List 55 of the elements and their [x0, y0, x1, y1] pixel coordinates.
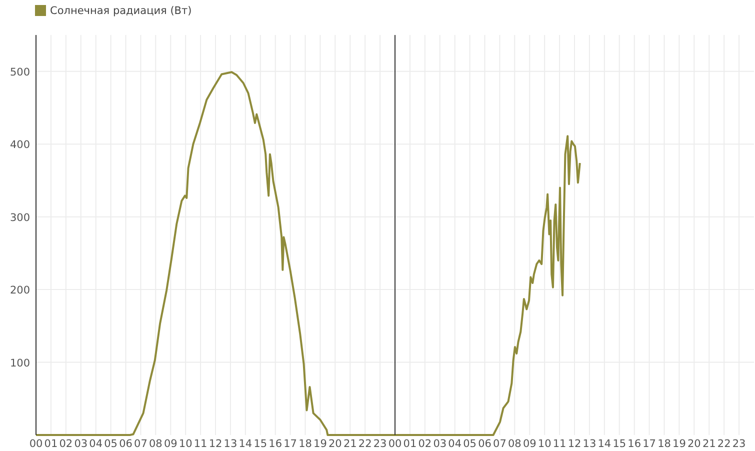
x-tick-label: 22: [717, 438, 731, 450]
x-tick-label: 16: [628, 438, 642, 450]
x-tick-label: 01: [403, 438, 417, 450]
x-tick-label: 02: [418, 438, 432, 450]
x-tick-label: 00: [29, 438, 43, 450]
x-tick-label: 14: [238, 438, 252, 450]
x-tick-label: 20: [687, 438, 701, 450]
x-tick-label: 20: [328, 438, 342, 450]
x-tick-label: 08: [148, 438, 162, 450]
x-tick-label: 02: [59, 438, 73, 450]
x-tick-label: 15: [612, 438, 626, 450]
y-tick-label: 400: [10, 139, 30, 152]
y-tick-label: 200: [10, 284, 30, 297]
x-tick-label: 19: [314, 438, 327, 450]
x-tick-label: 01: [44, 438, 58, 450]
x-tick-label: 18: [658, 438, 671, 450]
x-tick-label: 09: [164, 438, 178, 450]
x-tick-label: 04: [448, 438, 462, 450]
x-tick-label: 08: [508, 438, 522, 450]
x-tick-label: 15: [254, 438, 268, 450]
x-tick-label: 21: [343, 438, 357, 450]
x-tick-label: 04: [89, 438, 103, 450]
x-tick-label: 07: [493, 438, 506, 450]
x-tick-label: 06: [119, 438, 133, 450]
x-tick-label: 22: [358, 438, 372, 450]
x-tick-label: 10: [178, 438, 192, 450]
x-tick-label: 13: [582, 438, 596, 450]
x-tick-label: 03: [74, 438, 88, 450]
x-tick-label: 12: [208, 438, 222, 450]
x-tick-label: 21: [702, 438, 716, 450]
x-tick-label: 03: [433, 438, 447, 450]
x-tick-label: 10: [538, 438, 552, 450]
x-tick-label: 19: [672, 438, 686, 450]
legend-label: Солнечная радиация (Вт): [50, 5, 192, 17]
x-tick-label: 13: [224, 438, 238, 450]
x-tick-label: 12: [568, 438, 582, 450]
x-tick-label: 05: [463, 438, 476, 450]
x-tick-label: 18: [298, 438, 312, 450]
line-series: [35, 71, 581, 436]
x-tick-label: 05: [104, 438, 118, 450]
x-tick-label: 14: [598, 438, 612, 450]
x-tick-label: 23: [732, 438, 746, 450]
x-tick-label: 06: [478, 438, 492, 450]
x-tick-label: 17: [284, 438, 297, 450]
y-tick-label: 300: [10, 212, 30, 224]
x-tick-label: 07: [134, 438, 148, 450]
y-tick-label: 100: [10, 357, 30, 370]
x-tick-label: 16: [268, 438, 282, 450]
y-tick-label: 500: [10, 66, 30, 78]
x-tick-label: 17: [642, 438, 656, 450]
x-tick-label: 09: [522, 438, 536, 450]
x-tick-label: 00: [388, 438, 402, 450]
x-tick-label: 23: [373, 438, 387, 450]
x-tick-label: 11: [194, 438, 208, 450]
x-tick-label: 11: [552, 438, 566, 450]
